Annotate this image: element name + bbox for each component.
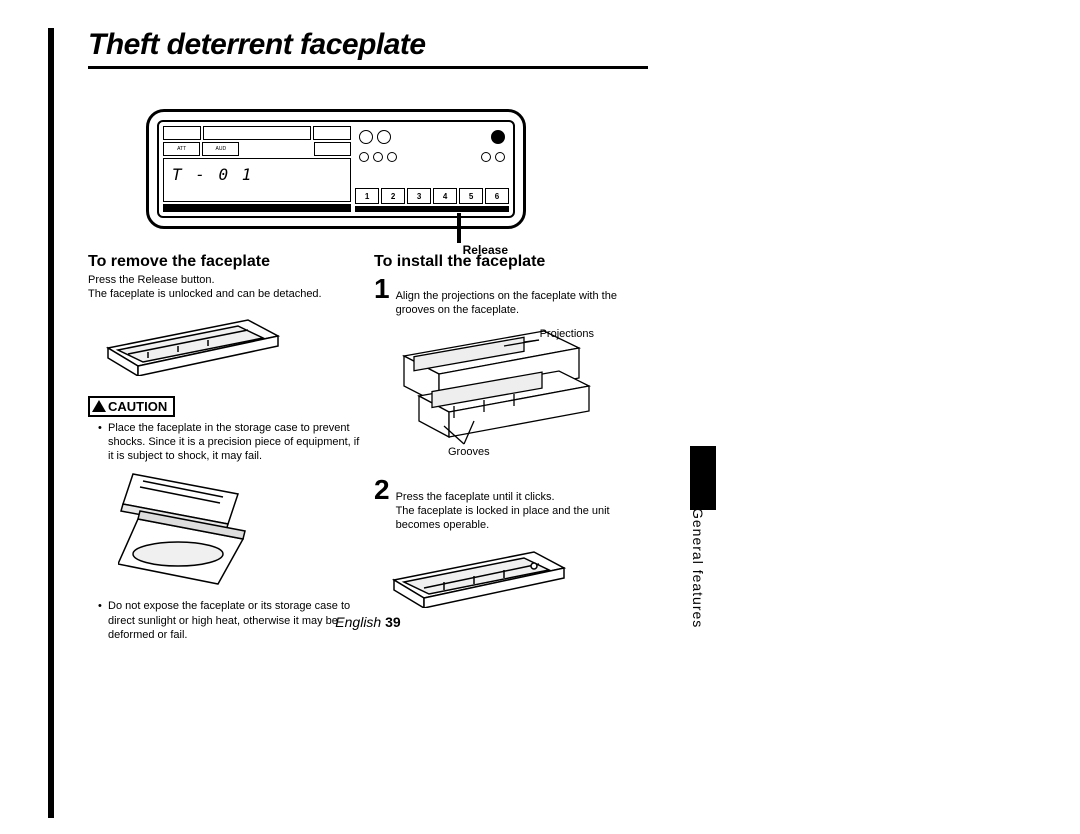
warning-triangle-icon: [92, 400, 106, 412]
install-step-2: 2 Press the faceplate until it clicks. T…: [374, 474, 648, 533]
remove-intro-line2: The faceplate is unlocked and can be det…: [88, 288, 322, 300]
radio-small-button: ATT: [163, 142, 200, 156]
radio-label-strip: [355, 206, 509, 212]
side-tab-label: General features: [690, 508, 706, 628]
install-faceplate-column: To install the faceplate 1 Align the pro…: [374, 253, 648, 648]
remove-intro: Press the Release button. The faceplate …: [88, 273, 362, 302]
caution-badge: CAUTION: [88, 396, 175, 417]
radio-round-button: [359, 152, 369, 162]
caution-bullet-1: Place the faceplate in the storage case …: [88, 421, 362, 464]
lcd-text: T - 0 1: [172, 165, 253, 184]
radio-small-button: [241, 142, 311, 156]
radio-power-button: [491, 130, 505, 144]
install-step-1: 1 Align the projections on the faceplate…: [374, 273, 648, 318]
footer-page-number: 39: [385, 614, 401, 630]
radio-preset-button: 2: [381, 188, 405, 204]
remove-heading: To remove the faceplate: [88, 253, 362, 271]
radio-round-button: [359, 130, 373, 144]
remove-faceplate-column: To remove the faceplate Press the Releas…: [88, 253, 362, 648]
step-2-text: Press the faceplate until it clicks. The…: [396, 474, 648, 533]
radio-round-button: [373, 152, 383, 162]
radio-small-button: [314, 142, 351, 156]
radio-preset-row: 1 2 3 4 5 6: [355, 188, 509, 204]
radio-preset-button: 6: [485, 188, 509, 204]
radio-brand-strip: [163, 204, 351, 212]
radio-small-button: [203, 126, 312, 140]
step-2-line1: Press the faceplate until it clicks.: [396, 491, 555, 503]
radio-round-button: [377, 130, 391, 144]
faceplate-installed-illustration: [384, 540, 584, 608]
faceplate-detached-illustration: [98, 308, 298, 376]
release-callout-label: Release: [463, 243, 508, 257]
projections-callout: Projections: [540, 328, 594, 340]
step-number-2: 2: [374, 474, 390, 533]
page-title: Theft deterrent faceplate: [88, 28, 648, 69]
page-footer: English 39: [88, 614, 648, 630]
release-pointer-line: [457, 213, 461, 243]
radio-round-button: [495, 152, 505, 162]
align-projections-illustration: Projections Grooves: [384, 326, 604, 456]
radio-preset-button: 3: [407, 188, 431, 204]
radio-small-button: AUD: [202, 142, 239, 156]
step-1-text: Align the projections on the faceplate w…: [396, 273, 648, 318]
remove-intro-line1: Press the Release button.: [88, 274, 215, 286]
radio-preset-button: 5: [459, 188, 483, 204]
instruction-columns: To remove the faceplate Press the Releas…: [88, 253, 648, 648]
storage-case-illustration: [118, 469, 268, 589]
manual-page: Theft deterrent faceplate ATT AUD: [48, 28, 668, 648]
radio-small-button: [163, 126, 201, 140]
radio-round-button: [481, 152, 491, 162]
radio-lcd-display: T - 0 1: [163, 158, 351, 202]
grooves-callout: Grooves: [448, 446, 490, 458]
step-2-line2: The faceplate is locked in place and the…: [396, 505, 610, 531]
radio-round-button: [387, 152, 397, 162]
radio-small-button: [313, 126, 351, 140]
car-radio-illustration: ATT AUD T - 0 1: [146, 109, 526, 229]
install-heading: To install the faceplate: [374, 253, 648, 271]
radio-preset-button: 1: [355, 188, 379, 204]
footer-language: English: [335, 614, 381, 630]
radio-preset-button: 4: [433, 188, 457, 204]
caution-text: CAUTION: [108, 399, 167, 414]
step-number-1: 1: [374, 273, 390, 318]
side-tab-marker: [690, 446, 716, 510]
